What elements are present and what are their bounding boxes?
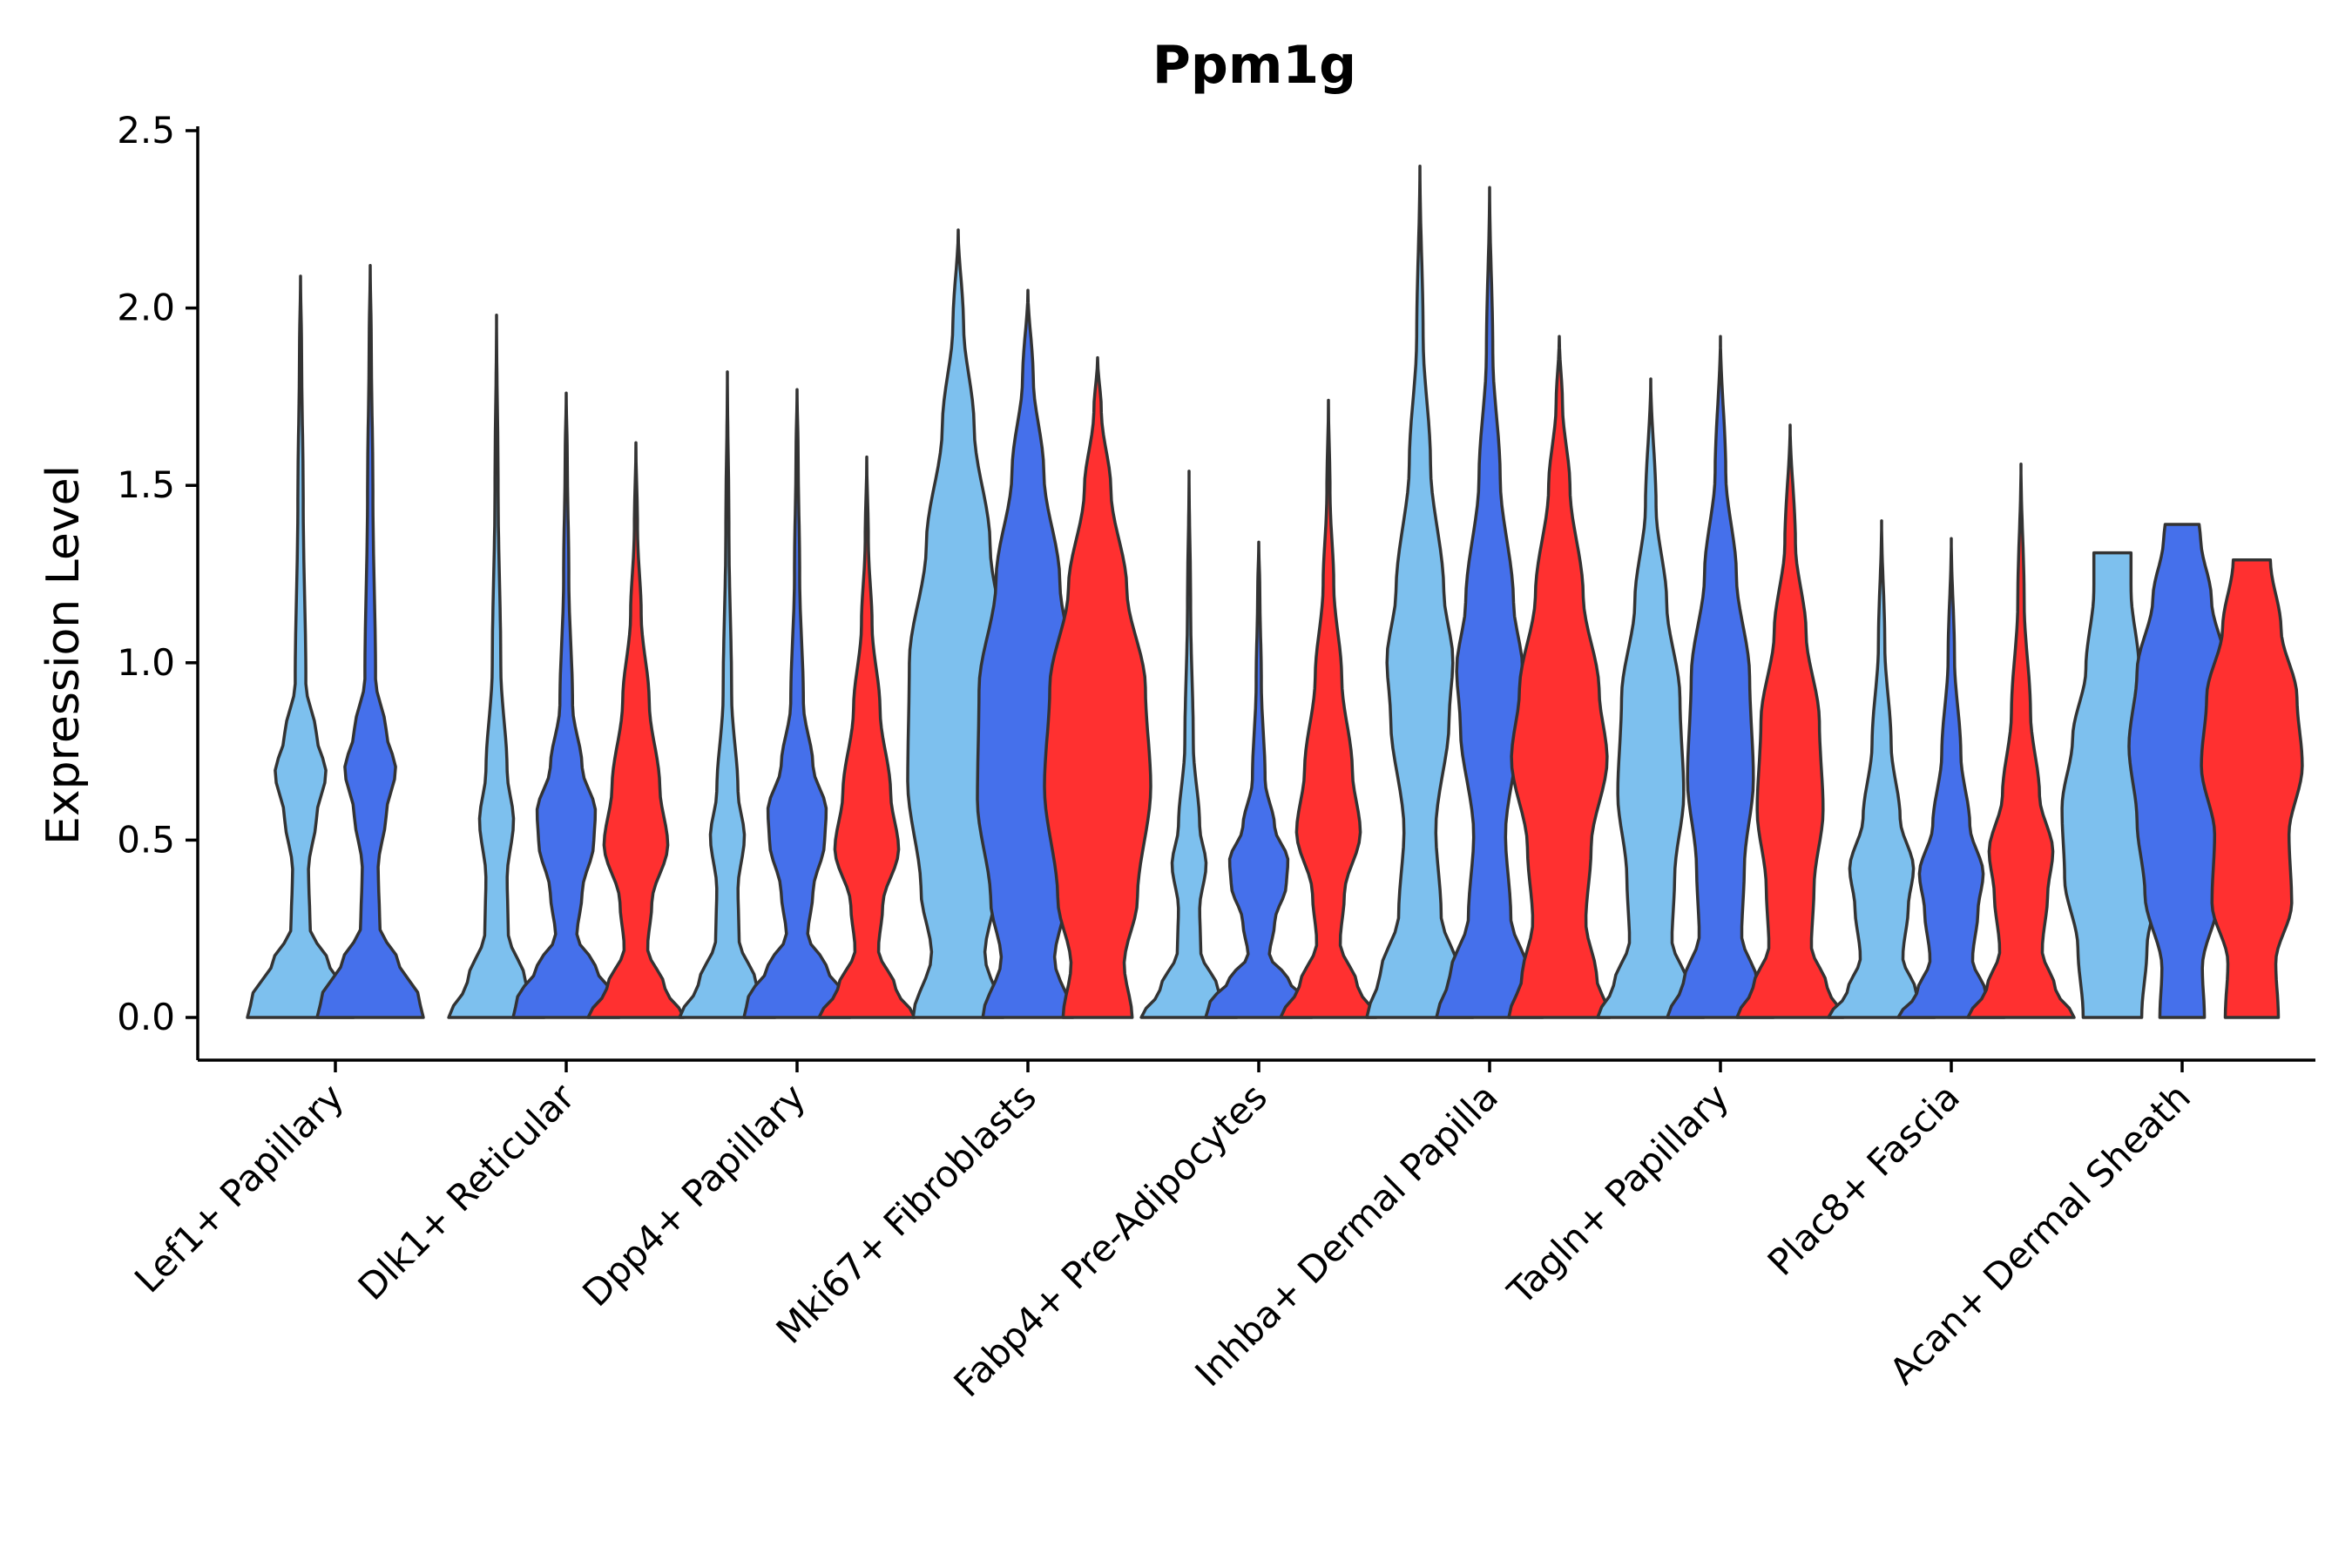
chart-title: Ppm1g <box>1152 35 1356 96</box>
x-tick-label: Mki67+ Fibroblasts <box>768 1075 1044 1351</box>
violin-7-1 <box>1598 379 1704 1017</box>
violin-5-3 <box>1281 401 1376 1018</box>
violins-layer <box>247 166 2302 1017</box>
violin-7-3 <box>1737 425 1843 1017</box>
violin-2-1 <box>449 315 544 1017</box>
y-tick-label: 1.5 <box>117 463 175 506</box>
violin-4-3 <box>1044 358 1151 1017</box>
violin-6-3 <box>1509 336 1610 1017</box>
y-tick-label: 1.0 <box>117 641 175 684</box>
x-tick-label: Dpp4+ Papillary <box>574 1075 814 1315</box>
x-tick-label: Tagln+ Papillary <box>1499 1075 1737 1313</box>
violin-chart: Ppm1g Expression Level 0.0 0.5 1.0 1.5 2.0 2.… <box>0 0 2352 1568</box>
y-tick-label: 2.0 <box>117 287 175 329</box>
x-tick-label: Dlk1+ Reticular <box>350 1075 584 1308</box>
y-tick-label: 0.0 <box>117 996 175 1038</box>
violin-8-1 <box>1828 521 1935 1017</box>
violin-8-2 <box>1898 538 2004 1017</box>
y-tick-label: 0.5 <box>117 818 175 861</box>
violin-6-2 <box>1436 187 1543 1017</box>
violin-8-3 <box>1968 464 2074 1017</box>
x-tick-label: Plac8+ Fascia <box>1760 1075 1968 1283</box>
y-tick-label: 2.5 <box>117 109 175 152</box>
violin-2-2 <box>513 393 619 1017</box>
y-axis-label: Expression Level <box>37 465 90 845</box>
violin-1-2 <box>317 266 423 1017</box>
violin-2-3 <box>588 443 684 1017</box>
violin-7-2 <box>1667 336 1774 1017</box>
y-ticks: 0.0 0.5 1.0 1.5 2.0 2.5 <box>117 109 198 1038</box>
violin-5-1 <box>1141 471 1237 1017</box>
violin-1-1 <box>247 276 354 1017</box>
violin-3-1 <box>679 372 775 1017</box>
violin-3-2 <box>744 389 850 1017</box>
violin-3-3 <box>819 457 915 1017</box>
violin-6-1 <box>1367 166 1473 1017</box>
violin-5-2 <box>1206 542 1312 1017</box>
x-tick-label: Lef1+ Papillary <box>126 1075 352 1301</box>
